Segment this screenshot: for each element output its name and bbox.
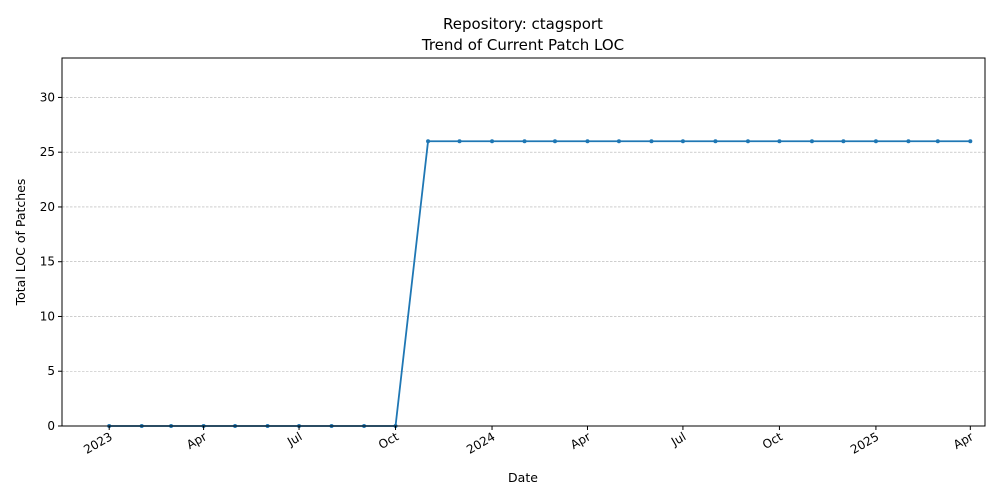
- y-tick-label: 15: [40, 255, 55, 269]
- x-tick-label: Apr: [951, 429, 976, 452]
- data-point: [490, 139, 495, 144]
- data-point: [552, 139, 557, 144]
- data-point: [841, 139, 846, 144]
- series-line: [109, 140, 971, 427]
- chart-subtitle: Trend of Current Patch LOC: [421, 36, 624, 54]
- x-axis: 2023 Apr Jul Oct 2024 Apr Jul Oct 2025 Apr: [81, 426, 976, 457]
- x-tick-label: Oct: [760, 429, 785, 452]
- grid-lines: [62, 97, 985, 372]
- x-tick-label: Apr: [184, 429, 209, 452]
- plot-series: [107, 139, 973, 428]
- y-axis: 0 5 10 15 20 25 30: [40, 90, 62, 433]
- data-point: [968, 139, 973, 144]
- y-axis-label: Total LOC of Patches: [13, 179, 28, 307]
- data-point: [426, 139, 431, 144]
- x-tick-label: Jul: [668, 429, 688, 449]
- y-tick-label: 20: [40, 200, 55, 214]
- y-tick-label: 25: [40, 145, 55, 159]
- x-tick-label: Apr: [568, 429, 593, 452]
- data-point: [616, 139, 621, 144]
- x-tick-label: 2024: [464, 429, 497, 456]
- data-point: [745, 139, 750, 144]
- chart-title: Repository: ctagsport: [443, 15, 603, 33]
- data-point: [457, 139, 462, 144]
- data-point: [906, 139, 911, 144]
- data-point: [809, 139, 814, 144]
- x-tick-label: Jul: [284, 429, 304, 449]
- data-point: [649, 139, 654, 144]
- x-tick-label: 2023: [81, 429, 114, 456]
- y-tick-label: 10: [40, 309, 55, 323]
- data-point: [873, 139, 878, 144]
- y-tick-label: 30: [40, 90, 55, 104]
- data-point: [585, 139, 590, 144]
- x-tick-label: Oct: [376, 429, 401, 452]
- data-point: [713, 139, 718, 144]
- data-point: [935, 139, 940, 144]
- y-tick-label: 5: [47, 364, 55, 378]
- data-point: [777, 139, 782, 144]
- y-tick-label: 0: [47, 419, 55, 433]
- x-axis-label: Date: [508, 470, 538, 485]
- x-tick-label: 2025: [848, 429, 881, 456]
- plot-frame: [61, 57, 986, 427]
- data-point: [522, 139, 527, 144]
- data-point: [680, 139, 685, 144]
